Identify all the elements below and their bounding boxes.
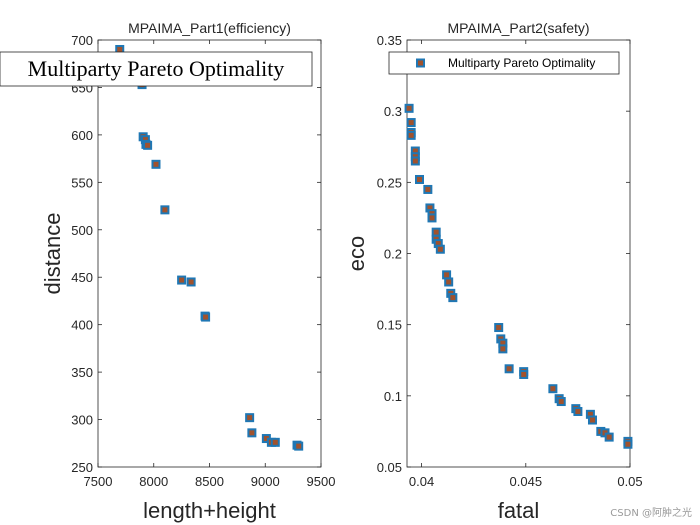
chart2-ytick-label: 0.35 (377, 33, 402, 48)
chart2-data-point-core (450, 295, 456, 301)
chart1-data-point-core (142, 137, 148, 143)
chart2-data-point-core (412, 158, 418, 164)
chart1-xtick-label: 8500 (195, 474, 224, 489)
chart2-legend-label: Multiparty Pareto Optimality (448, 56, 595, 70)
chart2-xtick-label: 0.045 (510, 474, 543, 489)
chart2-data-point-core (625, 441, 631, 447)
chart2-data-point-core (575, 408, 581, 414)
chart1-data-point-core (117, 46, 123, 52)
chart1-data-point-core (272, 439, 278, 445)
chart2-data-point-core (500, 346, 506, 352)
chart1-ytick-label: 250 (71, 460, 93, 475)
chart2-data-point-core (437, 246, 443, 252)
chart1-title: MPAIMA_Part1(efficiency) (128, 20, 291, 36)
chart2-data-point-core (417, 176, 423, 182)
chart2-xtick-label: 0.05 (617, 474, 642, 489)
chart2-data-point-core (550, 386, 556, 392)
chart2-data-point-core (406, 105, 412, 111)
chart2-data-point-core (589, 417, 595, 423)
chart1-axes-box (97, 39, 322, 468)
chart2-data-point-core (435, 241, 441, 247)
chart2-data-point-core (433, 229, 439, 235)
chart2-ytick-label: 0.25 (377, 175, 402, 190)
chart1-ytick-label: 500 (71, 223, 93, 238)
chart1-data-point-core (263, 436, 269, 442)
chart2-data-point-core (587, 411, 593, 417)
chart2-xtick-label: 0.04 (409, 474, 434, 489)
chart2-data-point-core (408, 132, 414, 138)
chart1-legend-box (0, 51, 313, 87)
chart1-ylabel: distance (40, 213, 65, 295)
chart2-ytick-label: 0.2 (384, 247, 402, 262)
chart1-xtick-label: 8000 (139, 474, 168, 489)
chart1-ytick-label: 700 (71, 33, 93, 48)
chart1-legend-label: Multiparty Pareto Optimality (28, 56, 285, 81)
chart2-data-point-core (427, 205, 433, 211)
chart1-data-point-core (247, 415, 253, 421)
chart2-data-point-core (606, 434, 612, 440)
chart1-data-point-core (179, 277, 185, 283)
chart1-ytick-label: 400 (71, 318, 93, 333)
chart2-data-point-core (521, 371, 527, 377)
chart1-xlabel: length+height (143, 498, 276, 523)
chart2-ytick-label: 0.05 (377, 460, 402, 475)
chart2-ytick-label: 0.3 (384, 104, 402, 119)
chart1-data-point-core (145, 142, 151, 148)
chart1-data-point-core (249, 430, 255, 436)
chart1-xtick-label: 9000 (251, 474, 280, 489)
chart1-data-point-core (153, 161, 159, 167)
chart1-ytick-label: 450 (71, 270, 93, 285)
chart1-ytick-label: 300 (71, 413, 93, 428)
chart2-legend-box (388, 51, 620, 75)
chart2-ytick-label: 0.1 (384, 389, 402, 404)
chart2-ylabel: eco (344, 236, 369, 271)
chart2-data-point-core (408, 120, 414, 126)
chart1-xtick-label: 7500 (84, 474, 113, 489)
chart2-data-point-core (500, 340, 506, 346)
chart1-data-point-core (203, 314, 209, 320)
chart2-legend-marker-core (418, 60, 423, 66)
chart2-xlabel: fatal (498, 498, 540, 523)
chart1-xtick-label: 9500 (307, 474, 336, 489)
chart2-data-point-core (558, 399, 564, 405)
chart2-title: MPAIMA_Part2(safety) (447, 20, 589, 36)
chart1-ytick-label: 550 (71, 175, 93, 190)
chart2-ytick-label: 0.15 (377, 318, 402, 333)
chart1-ytick-label: 600 (71, 128, 93, 143)
chart1-data-point-core (162, 207, 168, 213)
chart2-data-point-core (425, 186, 431, 192)
chart2-data-point-core (444, 272, 450, 278)
chart1-data-point-core (296, 443, 302, 449)
chart1-ytick-label: 350 (71, 365, 93, 380)
chart1-data-point-core (188, 279, 194, 285)
chart2-data-point-core (412, 148, 418, 154)
chart2-data-point-core (446, 279, 452, 285)
watermark: CSDN @阿肿之光 (610, 508, 692, 519)
chart2-data-point-core (429, 215, 435, 221)
chart2-data-point-core (506, 366, 512, 372)
chart2-data-point-core (496, 325, 502, 331)
